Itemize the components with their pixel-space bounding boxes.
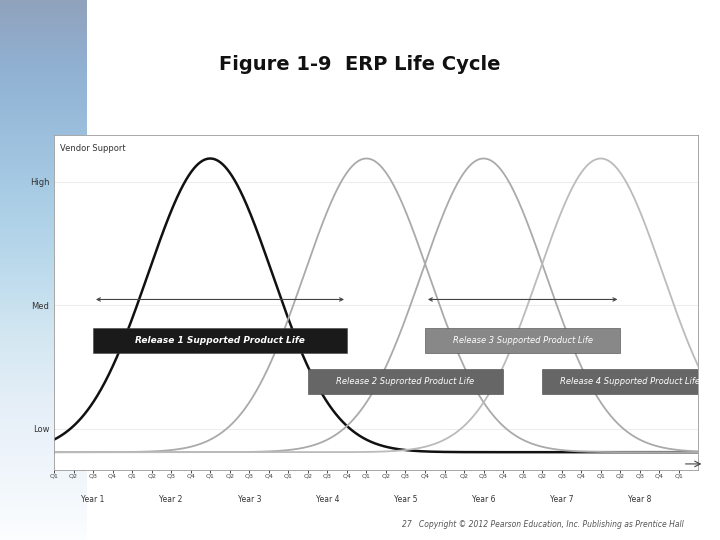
Text: Year 6: Year 6 (472, 495, 495, 504)
Text: Year 1: Year 1 (81, 495, 104, 504)
Text: Year 7: Year 7 (550, 495, 573, 504)
Bar (425, 328, 621, 353)
Text: Year 8: Year 8 (628, 495, 652, 504)
Text: Year 3: Year 3 (238, 495, 261, 504)
Text: Release 1 Supported Product Life: Release 1 Supported Product Life (135, 336, 305, 345)
Text: Year 5: Year 5 (394, 495, 418, 504)
Text: Year 4: Year 4 (315, 495, 339, 504)
Text: Figure 1-9  ERP Life Cycle: Figure 1-9 ERP Life Cycle (220, 55, 500, 75)
Bar (308, 369, 503, 394)
Text: Release 3 Supported Product Life: Release 3 Supported Product Life (453, 336, 593, 345)
Bar (93, 328, 347, 353)
Text: 27   Copyright © 2012 Pearson Education, Inc. Publishing as Prentice Hall: 27 Copyright © 2012 Pearson Education, I… (402, 520, 684, 529)
Bar (542, 369, 718, 394)
Text: Vendor Support: Vendor Support (60, 144, 125, 153)
Text: Release 2 Suprorted Product Life: Release 2 Suprorted Product Life (336, 377, 474, 386)
Text: Year 2: Year 2 (159, 495, 183, 504)
Text: Release 4 Supported Product Life: Release 4 Supported Product Life (560, 377, 700, 386)
